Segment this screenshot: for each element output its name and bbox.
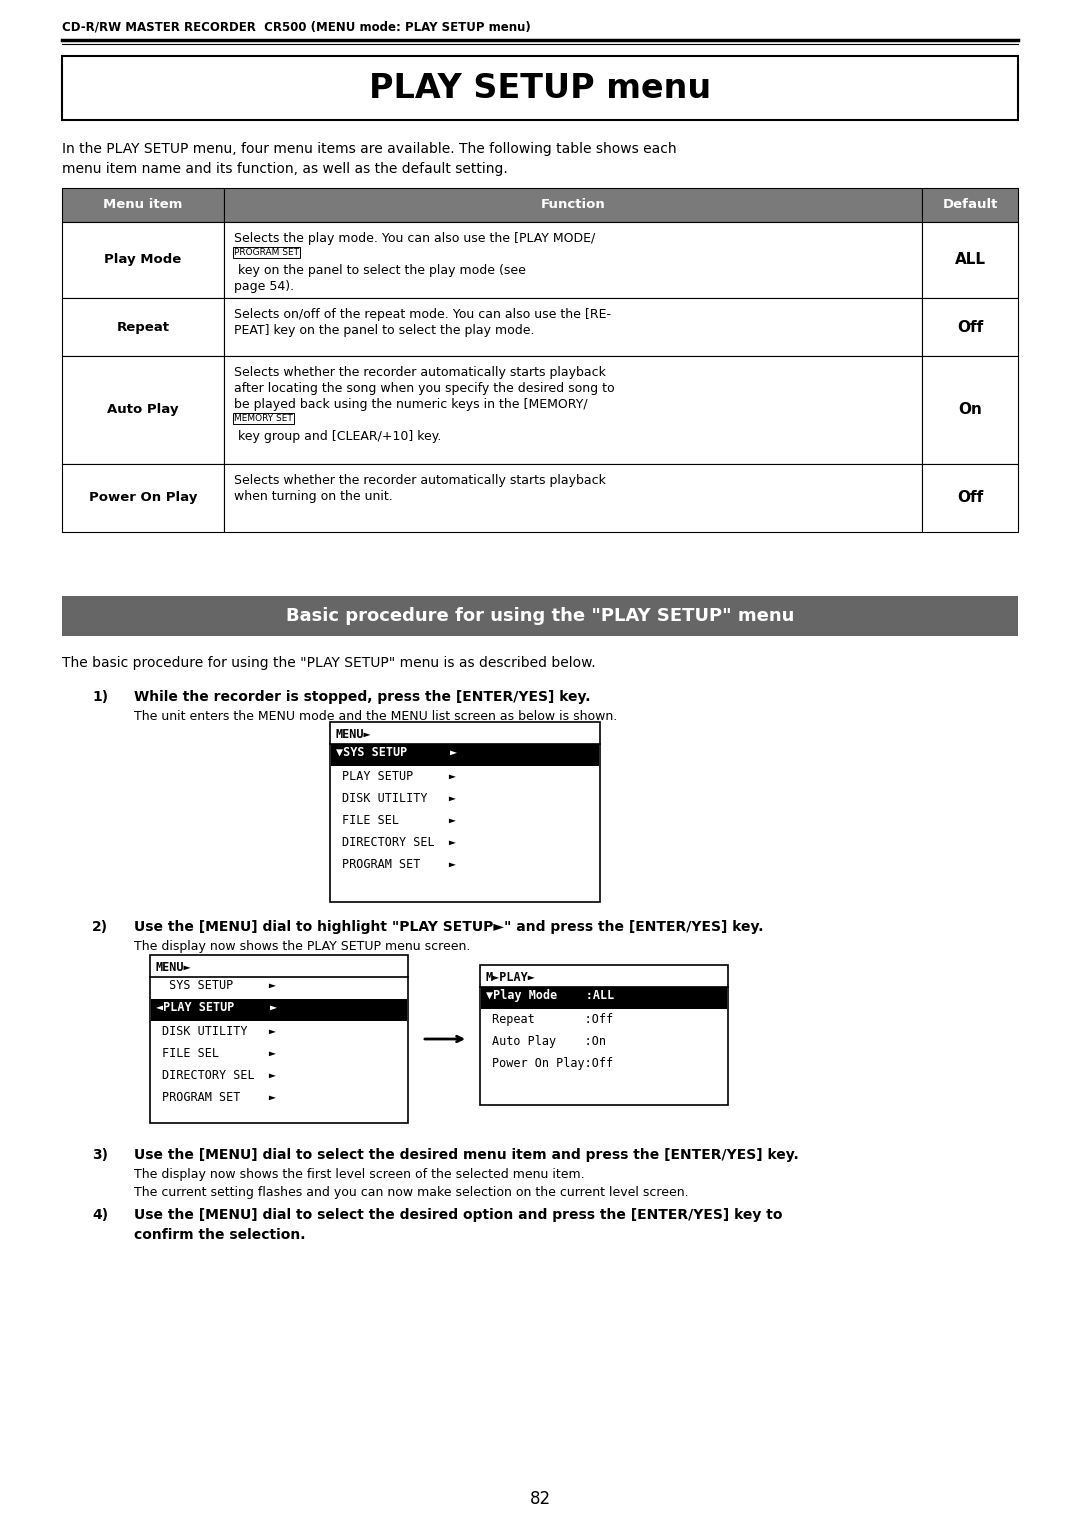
Text: FILE SEL       ►: FILE SEL ► — [162, 1047, 276, 1060]
Bar — [62, 298, 224, 356]
Bar — [224, 356, 922, 465]
Text: FILE SEL       ►: FILE SEL ► — [342, 814, 456, 827]
Text: 1): 1) — [92, 691, 108, 704]
Text: 2): 2) — [92, 920, 108, 934]
Text: Auto Play: Auto Play — [107, 403, 179, 417]
Bar — [330, 723, 600, 902]
Text: DISK UTILITY   ►: DISK UTILITY ► — [162, 1025, 276, 1038]
Text: While the recorder is stopped, press the [ENTER/YES] key.: While the recorder is stopped, press the… — [134, 691, 591, 704]
Text: PROGRAM SET    ►: PROGRAM SET ► — [342, 859, 456, 871]
Text: PROGRAM SET    ►: PROGRAM SET ► — [162, 1091, 276, 1105]
Text: page 54).: page 54). — [234, 280, 294, 293]
Text: Repeat: Repeat — [117, 321, 170, 333]
Text: SYS SETUP     ►: SYS SETUP ► — [162, 979, 276, 992]
Text: MENU►: MENU► — [156, 961, 191, 973]
Bar — [151, 999, 407, 1021]
Text: ◄PLAY SETUP     ►: ◄PLAY SETUP ► — [156, 1001, 278, 1015]
Text: Use the [MENU] dial to select the desired menu item and press the [ENTER/YES] ke: Use the [MENU] dial to select the desire… — [134, 1148, 799, 1161]
Text: ▼SYS SETUP      ►: ▼SYS SETUP ► — [336, 746, 457, 759]
Text: DISK UTILITY   ►: DISK UTILITY ► — [342, 792, 456, 805]
Text: Selects the play mode. You can also use the [PLAY MODE/: Selects the play mode. You can also use … — [234, 232, 595, 244]
Text: Selects whether the recorder automatically starts playback: Selects whether the recorder automatical… — [234, 474, 606, 487]
Bar — [224, 222, 922, 298]
Text: Use the [MENU] dial to highlight "PLAY SETUP►" and press the [ENTER/YES] key.: Use the [MENU] dial to highlight "PLAY S… — [134, 920, 764, 934]
Text: On: On — [958, 402, 982, 417]
Text: be played back using the numeric keys in the [MEMORY/: be played back using the numeric keys in… — [234, 397, 588, 411]
Text: key group and [CLEAR/+10] key.: key group and [CLEAR/+10] key. — [234, 429, 442, 443]
Bar — [150, 955, 408, 1123]
Text: Power On Play:Off: Power On Play:Off — [492, 1057, 613, 1070]
Text: Off: Off — [957, 490, 983, 506]
Bar — [922, 465, 1018, 532]
Text: PROGRAM SET: PROGRAM SET — [234, 248, 299, 257]
Text: The current setting flashes and you can now make selection on the current level : The current setting flashes and you can … — [134, 1186, 689, 1199]
Text: ALL: ALL — [955, 252, 986, 267]
Text: 82: 82 — [529, 1490, 551, 1508]
Text: Repeat       :Off: Repeat :Off — [492, 1013, 613, 1025]
Text: confirm the selection.: confirm the selection. — [134, 1229, 306, 1242]
Text: Menu item: Menu item — [104, 199, 183, 211]
Text: Play Mode: Play Mode — [105, 254, 181, 266]
Text: Auto Play    :On: Auto Play :On — [492, 1034, 606, 1048]
Text: The basic procedure for using the "PLAY SETUP" menu is as described below.: The basic procedure for using the "PLAY … — [62, 656, 596, 669]
Bar — [62, 356, 224, 465]
Bar — [481, 987, 727, 1008]
Bar — [62, 188, 224, 222]
Bar — [62, 222, 224, 298]
Bar — [62, 57, 1018, 121]
Text: key on the panel to select the play mode (see: key on the panel to select the play mode… — [234, 264, 526, 277]
Bar — [480, 966, 728, 1105]
Text: PLAY SETUP menu: PLAY SETUP menu — [369, 72, 711, 104]
Text: CD-R/RW MASTER RECORDER  CR500 (MENU mode: PLAY SETUP menu): CD-R/RW MASTER RECORDER CR500 (MENU mode… — [62, 21, 530, 34]
Text: Use the [MENU] dial to select the desired option and press the [ENTER/YES] key t: Use the [MENU] dial to select the desire… — [134, 1209, 783, 1222]
Bar — [922, 222, 1018, 298]
Bar — [224, 298, 922, 356]
Text: Off: Off — [957, 319, 983, 335]
Bar — [224, 465, 922, 532]
Text: Selects whether the recorder automatically starts playback: Selects whether the recorder automatical… — [234, 367, 606, 379]
Text: Function: Function — [541, 199, 606, 211]
Text: M►PLAY►: M►PLAY► — [486, 970, 536, 984]
Text: PEAT] key on the panel to select the play mode.: PEAT] key on the panel to select the pla… — [234, 324, 535, 338]
Bar — [922, 298, 1018, 356]
Bar — [62, 596, 1018, 636]
Text: DIRECTORY SEL  ►: DIRECTORY SEL ► — [162, 1070, 276, 1082]
Text: In the PLAY SETUP menu, four menu items are available. The following table shows: In the PLAY SETUP menu, four menu items … — [62, 142, 677, 156]
Text: The display now shows the first level screen of the selected menu item.: The display now shows the first level sc… — [134, 1167, 584, 1181]
Bar — [330, 744, 599, 766]
Text: Power On Play: Power On Play — [89, 492, 198, 504]
Bar — [224, 188, 922, 222]
Text: 3): 3) — [92, 1148, 108, 1161]
Text: MEMORY SET: MEMORY SET — [234, 414, 293, 423]
Text: MENU►: MENU► — [336, 727, 372, 741]
Bar — [922, 356, 1018, 465]
Text: ▼Play Mode    :ALL: ▼Play Mode :ALL — [486, 989, 615, 1002]
Text: PLAY SETUP     ►: PLAY SETUP ► — [342, 770, 456, 782]
Bar — [62, 465, 224, 532]
Bar — [922, 188, 1018, 222]
Text: The display now shows the PLAY SETUP menu screen.: The display now shows the PLAY SETUP men… — [134, 940, 471, 953]
Text: The unit enters the MENU mode and the MENU list screen as below is shown.: The unit enters the MENU mode and the ME… — [134, 711, 618, 723]
Text: Default: Default — [943, 199, 998, 211]
Text: menu item name and its function, as well as the default setting.: menu item name and its function, as well… — [62, 162, 508, 176]
Text: when turning on the unit.: when turning on the unit. — [234, 490, 393, 503]
Text: after locating the song when you specify the desired song to: after locating the song when you specify… — [234, 382, 615, 396]
Text: Selects on/off of the repeat mode. You can also use the [RE-: Selects on/off of the repeat mode. You c… — [234, 309, 611, 321]
Text: Basic procedure for using the "PLAY SETUP" menu: Basic procedure for using the "PLAY SETU… — [286, 607, 794, 625]
Text: 4): 4) — [92, 1209, 108, 1222]
Text: DIRECTORY SEL  ►: DIRECTORY SEL ► — [342, 836, 456, 850]
